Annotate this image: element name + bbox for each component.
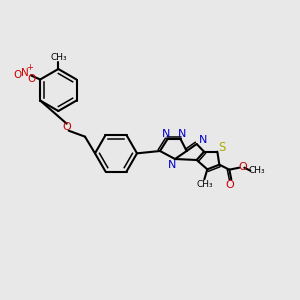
Text: N: N	[178, 129, 186, 139]
Text: N: N	[168, 160, 176, 170]
Text: CH₃: CH₃	[248, 166, 265, 175]
Text: N: N	[199, 135, 207, 145]
Text: O: O	[27, 74, 35, 83]
Text: O: O	[238, 162, 247, 172]
Text: CH₃: CH₃	[196, 180, 213, 189]
Text: CH₃: CH₃	[50, 53, 67, 62]
Text: O: O	[62, 122, 71, 132]
Text: N: N	[21, 68, 29, 77]
Text: O: O	[13, 70, 21, 80]
Text: O: O	[225, 180, 234, 190]
Text: S: S	[219, 141, 226, 154]
Text: N: N	[162, 129, 170, 139]
Text: +: +	[26, 63, 33, 72]
